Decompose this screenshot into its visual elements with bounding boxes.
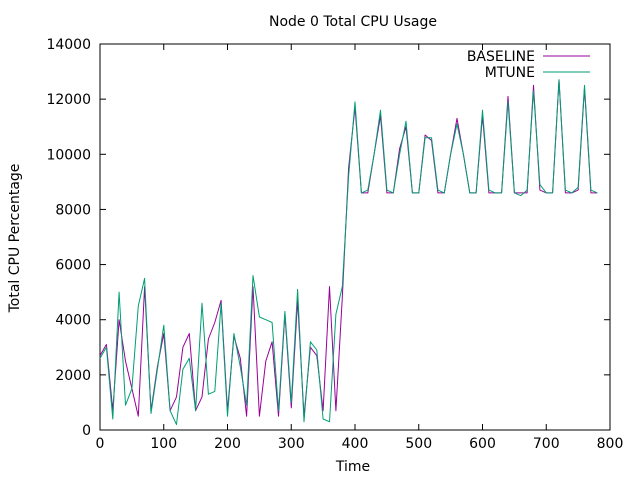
y-tick-label: 14000 xyxy=(46,37,91,53)
x-tick-label: 500 xyxy=(405,436,432,452)
y-tick-label: 2000 xyxy=(55,368,91,384)
series-lines xyxy=(99,79,598,425)
series-line-baseline xyxy=(99,79,598,417)
y-tick-label: 10000 xyxy=(46,147,91,163)
y-axis-label: Total CPU Percentage xyxy=(7,164,23,314)
x-tick-label: 100 xyxy=(150,436,177,452)
y-tick-label: 0 xyxy=(82,423,91,439)
x-tick-label: 300 xyxy=(278,436,305,452)
legend-label-mtune: MTUNE xyxy=(485,65,535,81)
series-line-mtune xyxy=(99,79,598,425)
x-tick-label: 400 xyxy=(342,436,369,452)
chart-title: Node 0 Total CPU Usage xyxy=(269,14,437,30)
y-tick-label: 12000 xyxy=(46,92,91,108)
y-tick-label: 4000 xyxy=(55,313,91,329)
x-tick-label: 0 xyxy=(96,436,105,452)
y-axis: 0 2000 4000 6000 8000 10000 12000 14000 xyxy=(46,37,610,439)
x-axis: 0 100 200 300 400 500 600 700 800 xyxy=(96,44,624,452)
y-tick-label: 8000 xyxy=(55,202,91,218)
x-tick-label: 700 xyxy=(533,436,560,452)
x-tick-label: 600 xyxy=(469,436,496,452)
x-tick-label: 200 xyxy=(214,436,241,452)
x-tick-label: 800 xyxy=(597,436,624,452)
y-tick-label: 6000 xyxy=(55,258,91,274)
legend-label-baseline: BASELINE xyxy=(467,49,535,65)
x-axis-label: Time xyxy=(335,459,370,475)
